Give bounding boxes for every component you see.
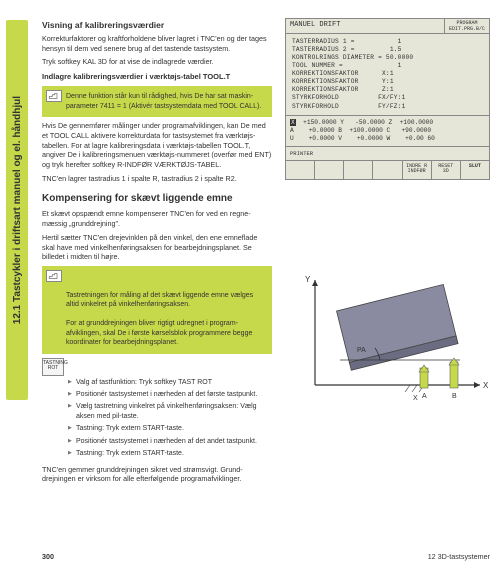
printer-label: PRINTER	[290, 150, 313, 157]
svg-text:PA: PA	[357, 347, 366, 354]
section2-heading: Kompensering for skævt liggende emne	[42, 193, 272, 204]
svg-text:X: X	[483, 381, 489, 390]
note-box-1: Denne funktion står kun til rådighed, hv…	[42, 86, 272, 117]
softkey-2[interactable]	[315, 161, 344, 179]
note2-text: Tastretningen for måling af det skævt li…	[66, 292, 253, 346]
chapter-label: 12 3D-tastsystemer	[428, 552, 490, 561]
note1-text: Denne funktion står kun til rådighed, hv…	[66, 93, 261, 109]
svg-text:X: X	[413, 395, 418, 400]
display-body: TASTERRADIUS 1 = 1 TASTERRADIUS 2 = 1.5 …	[286, 34, 489, 115]
svg-text:B: B	[452, 393, 457, 400]
section2-p3: TNC'en gemmer grunddrejningen sikret ved…	[42, 465, 272, 484]
coord-inv: X	[290, 119, 296, 126]
step-4: Tastning: Tryk extern START-taste.	[68, 424, 272, 433]
display-panel: MANUEL DRIFT PROGRAM EDIT.PRG.B/C TASTER…	[285, 18, 490, 180]
hand-icon	[46, 270, 62, 282]
svg-text:A: A	[422, 393, 427, 400]
section1-p1: Korrekturfaktorer og kraftforholdene bli…	[42, 34, 272, 53]
display-coords: X +150.0000 Y -50.0000 Z +100.0000 A +0.…	[286, 115, 489, 146]
rotation-diagram: X Y PA X A B	[285, 270, 490, 400]
page-number: 300	[42, 552, 54, 561]
step-2: Positionér tastsystemet i nærheden af de…	[68, 390, 272, 399]
softkey-3[interactable]	[344, 161, 373, 179]
section2-p1: Et skævt opspændt emne kompenserer TNC'e…	[42, 209, 272, 228]
page-footer: 300 12 3D-tastsystemer	[42, 552, 490, 561]
step-5: Positionér tastsystemet i nærheden af de…	[68, 437, 272, 446]
display-status-row: PRINTER	[286, 146, 489, 160]
display-mode: PROGRAM EDIT.PRG.B/C	[444, 19, 489, 33]
sidebar-tab: 12.1 Tastcykler i driftsart manuel og el…	[6, 20, 28, 400]
display-title: MANUEL DRIFT	[286, 19, 444, 33]
section1-heading: Visning af kalibreringsværdier	[42, 20, 272, 30]
section1-subhead: Indlagre kalibreringsværdier i værktøjs-…	[42, 72, 272, 82]
section1-p3: Hvis De gennemfører målinger under progr…	[42, 121, 272, 170]
step-1: Valg af tastfunktion: Tryk softkey TAST …	[68, 378, 272, 387]
softkey-reset[interactable]: RESET 3D	[432, 161, 461, 179]
display-footer: INDRE R INDFØR RESET 3D SLUT	[286, 160, 489, 179]
svg-text:Y: Y	[305, 275, 311, 284]
main-content: Visning af kalibreringsværdier Korrektur…	[42, 20, 272, 488]
key-tastning-rot: TASTNING ROT	[42, 358, 64, 376]
section1-p4: TNC'en lagrer tastradius 1 i spalte R, t…	[42, 174, 272, 184]
section2-p2: Hertil sætter TNC'en drejevinklen på den…	[42, 233, 272, 262]
section1-p2: Tryk softkey KAL 3D for at vise de indla…	[42, 57, 272, 67]
softkey-end[interactable]: SLUT	[461, 161, 489, 179]
softkey-4[interactable]	[373, 161, 402, 179]
hand-icon	[46, 90, 62, 102]
softkey-resume[interactable]: INDRE R INDFØR	[403, 161, 432, 179]
sidebar-label: 12.1 Tastcykler i driftsart manuel og el…	[12, 96, 23, 324]
softkey-1[interactable]	[286, 161, 315, 179]
step-list: Valg af tastfunktion: Tryk softkey TAST …	[68, 378, 272, 459]
step-6: Tastning: Tryk extern START-taste.	[68, 449, 272, 458]
step-3: Vælg tastretning vinkelret på vinkelhenf…	[68, 402, 272, 421]
note-box-2: Tastretningen for måling af det skævt li…	[42, 266, 272, 354]
